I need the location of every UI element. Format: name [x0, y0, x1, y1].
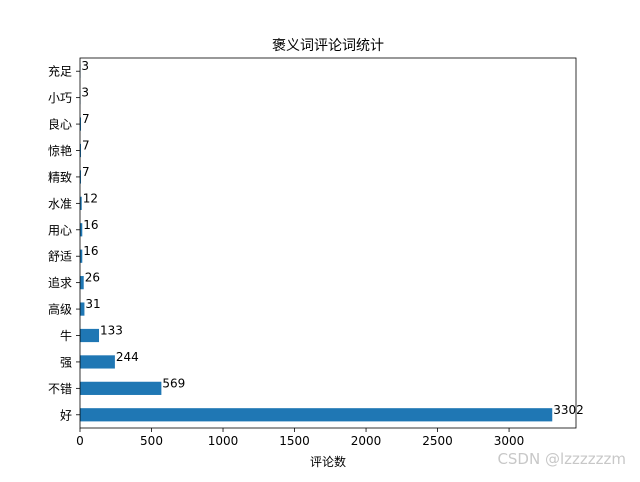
bar — [80, 170, 82, 184]
bar — [80, 143, 82, 158]
y-tick-label: 舒适 — [48, 250, 72, 264]
bar-value-label: 3302 — [553, 403, 584, 417]
y-tick-label: 惊艳 — [48, 143, 72, 158]
x-tick-label: 0 — [76, 434, 84, 448]
x-tick-label: 2500 — [422, 434, 453, 448]
y-tick-label: 不错 — [48, 382, 72, 396]
plot-frame — [79, 57, 577, 429]
bar-value-label: 7 — [82, 165, 90, 179]
x-tick-label: 2000 — [351, 434, 382, 448]
bar-value-label: 12 — [83, 191, 98, 205]
bar — [80, 302, 85, 316]
bar-value-label: 16 — [83, 218, 98, 232]
y-tick-label: 良心 — [48, 117, 72, 132]
bar — [80, 249, 83, 263]
y-tick-label: 小巧 — [48, 91, 72, 105]
bar — [80, 381, 162, 395]
x-tick-label: 1000 — [208, 434, 239, 448]
y-tick-label: 追求 — [48, 275, 72, 290]
y-tick-label: 充足 — [48, 64, 72, 79]
y-tick-label: 强 — [60, 355, 72, 369]
y-tick-label: 好 — [60, 408, 72, 422]
y-tick-label: 高级 — [48, 302, 72, 317]
bar-value-label: 3 — [81, 86, 89, 100]
plot-area: 3302好569不错244强133牛31高级26追求16舒适16用心12水准7精… — [48, 57, 584, 448]
bar — [80, 355, 115, 369]
bar — [80, 408, 553, 422]
x-tick-label: 3000 — [494, 434, 525, 448]
bar — [80, 328, 100, 343]
x-tick-label: 1500 — [279, 434, 310, 448]
x-axis-label: 评论数 — [310, 454, 346, 469]
y-tick-label: 牛 — [60, 328, 72, 343]
bar-value-label: 7 — [82, 139, 90, 153]
x-tick-label: 500 — [140, 434, 163, 448]
bar-value-label: 133 — [100, 324, 123, 338]
y-tick-label: 水准 — [48, 197, 72, 211]
bar-value-label: 26 — [85, 271, 100, 285]
bar — [80, 117, 82, 131]
bar-value-label: 3 — [81, 59, 89, 73]
bar — [80, 223, 83, 237]
bar-value-label: 244 — [116, 350, 139, 364]
bar-value-label: 569 — [162, 376, 185, 390]
bar-value-label: 7 — [82, 112, 90, 126]
y-tick-label: 用心 — [48, 223, 72, 237]
bar-value-label: 16 — [83, 244, 98, 258]
y-tick-label: 精致 — [48, 170, 72, 184]
chart-title: 褒义词评论词统计 — [272, 38, 384, 54]
bar — [80, 276, 84, 290]
bar — [80, 196, 82, 210]
watermark: CSDN @lzzzzzzm — [497, 450, 626, 468]
bar-value-label: 31 — [85, 297, 100, 311]
